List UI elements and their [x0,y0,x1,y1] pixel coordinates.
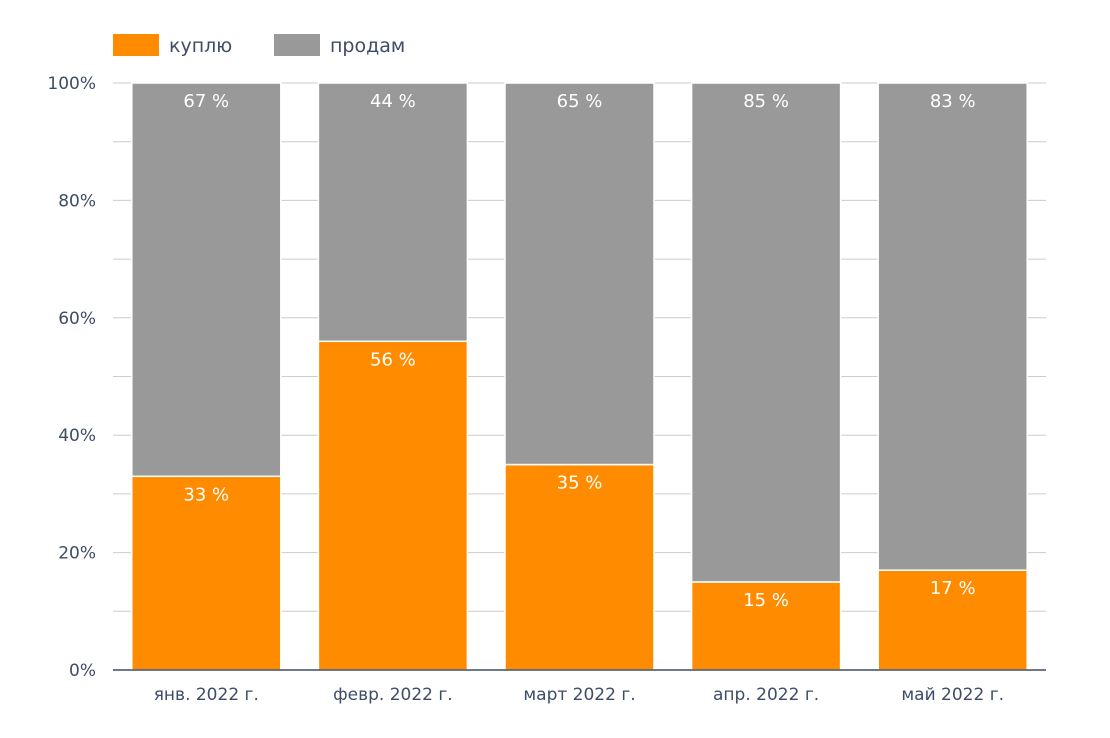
bar-segment-buy[interactable] [504,463,655,671]
y-tick-label: 60% [58,309,96,329]
x-tick-label: май 2022 г. [901,685,1004,705]
legend-label: куплю [169,35,232,57]
x-tick-label: апр. 2022 г. [713,685,819,705]
bar-segment-buy[interactable] [317,340,469,671]
y-tick-label: 20% [58,544,96,564]
legend-item-sell[interactable]: продам [274,34,405,57]
legend[interactable]: куплю продам [113,34,405,57]
x-tick-label: март 2022 г. [523,685,635,705]
y-tick-label: 80% [58,191,96,211]
legend-swatch [274,34,320,56]
bar-segment-sell[interactable] [317,82,469,343]
bar-segment-sell[interactable] [877,82,1028,571]
y-tick-label: 100% [47,74,96,94]
data-label: 15 % [743,590,789,611]
axes: 0% 20% 40% 60% 80% 100% янв. 2022 г. февр. 2022… [47,74,1046,705]
x-tick-label: янв. 2022 г. [154,685,259,705]
legend-label: продам [330,35,405,57]
data-label: 67 % [183,91,229,112]
y-tick-label: 40% [58,426,96,446]
y-tick-label: 0% [69,661,96,681]
data-label: 56 % [370,349,416,370]
bar-segment-buy[interactable] [877,569,1028,671]
data-label: 65 % [557,91,603,112]
data-labels: 33 % 67 % 56 % 44 % 35 % 65 % 15 % 85 % 17 % 83 % [183,91,975,611]
legend-swatch [113,34,159,56]
data-label: 33 % [183,484,229,505]
bars [131,82,1028,671]
bar-segment-sell[interactable] [131,82,282,478]
bar-segment-buy[interactable] [131,475,282,671]
data-label: 85 % [743,91,789,112]
data-label: 17 % [930,578,976,599]
x-tick-label: февр. 2022 г. [333,685,453,705]
data-label: 44 % [370,91,416,112]
bar-segment-sell[interactable] [690,82,842,583]
data-label: 83 % [930,91,976,112]
bar-segment-sell[interactable] [504,82,655,466]
data-label: 35 % [557,473,603,494]
legend-item-buy[interactable]: куплю [113,34,232,57]
